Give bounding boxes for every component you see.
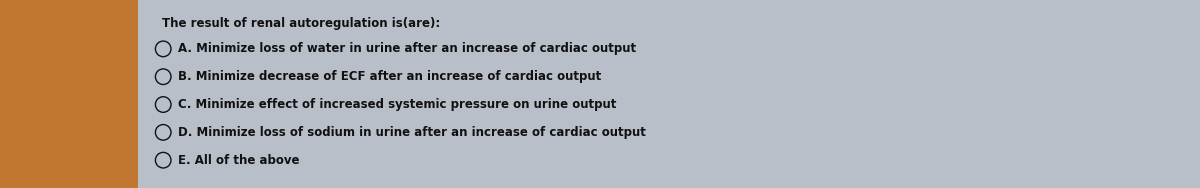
FancyBboxPatch shape xyxy=(0,0,138,188)
Text: The result of renal autoregulation is(are):: The result of renal autoregulation is(ar… xyxy=(162,17,440,30)
Text: D. Minimize loss of sodium in urine after an increase of cardiac output: D. Minimize loss of sodium in urine afte… xyxy=(178,126,646,139)
Text: C. Minimize effect of increased systemic pressure on urine output: C. Minimize effect of increased systemic… xyxy=(178,98,616,111)
Text: B. Minimize decrease of ECF after an increase of cardiac output: B. Minimize decrease of ECF after an inc… xyxy=(178,70,601,83)
Text: A. Minimize loss of water in urine after an increase of cardiac output: A. Minimize loss of water in urine after… xyxy=(178,42,636,55)
Text: E. All of the above: E. All of the above xyxy=(178,154,299,167)
